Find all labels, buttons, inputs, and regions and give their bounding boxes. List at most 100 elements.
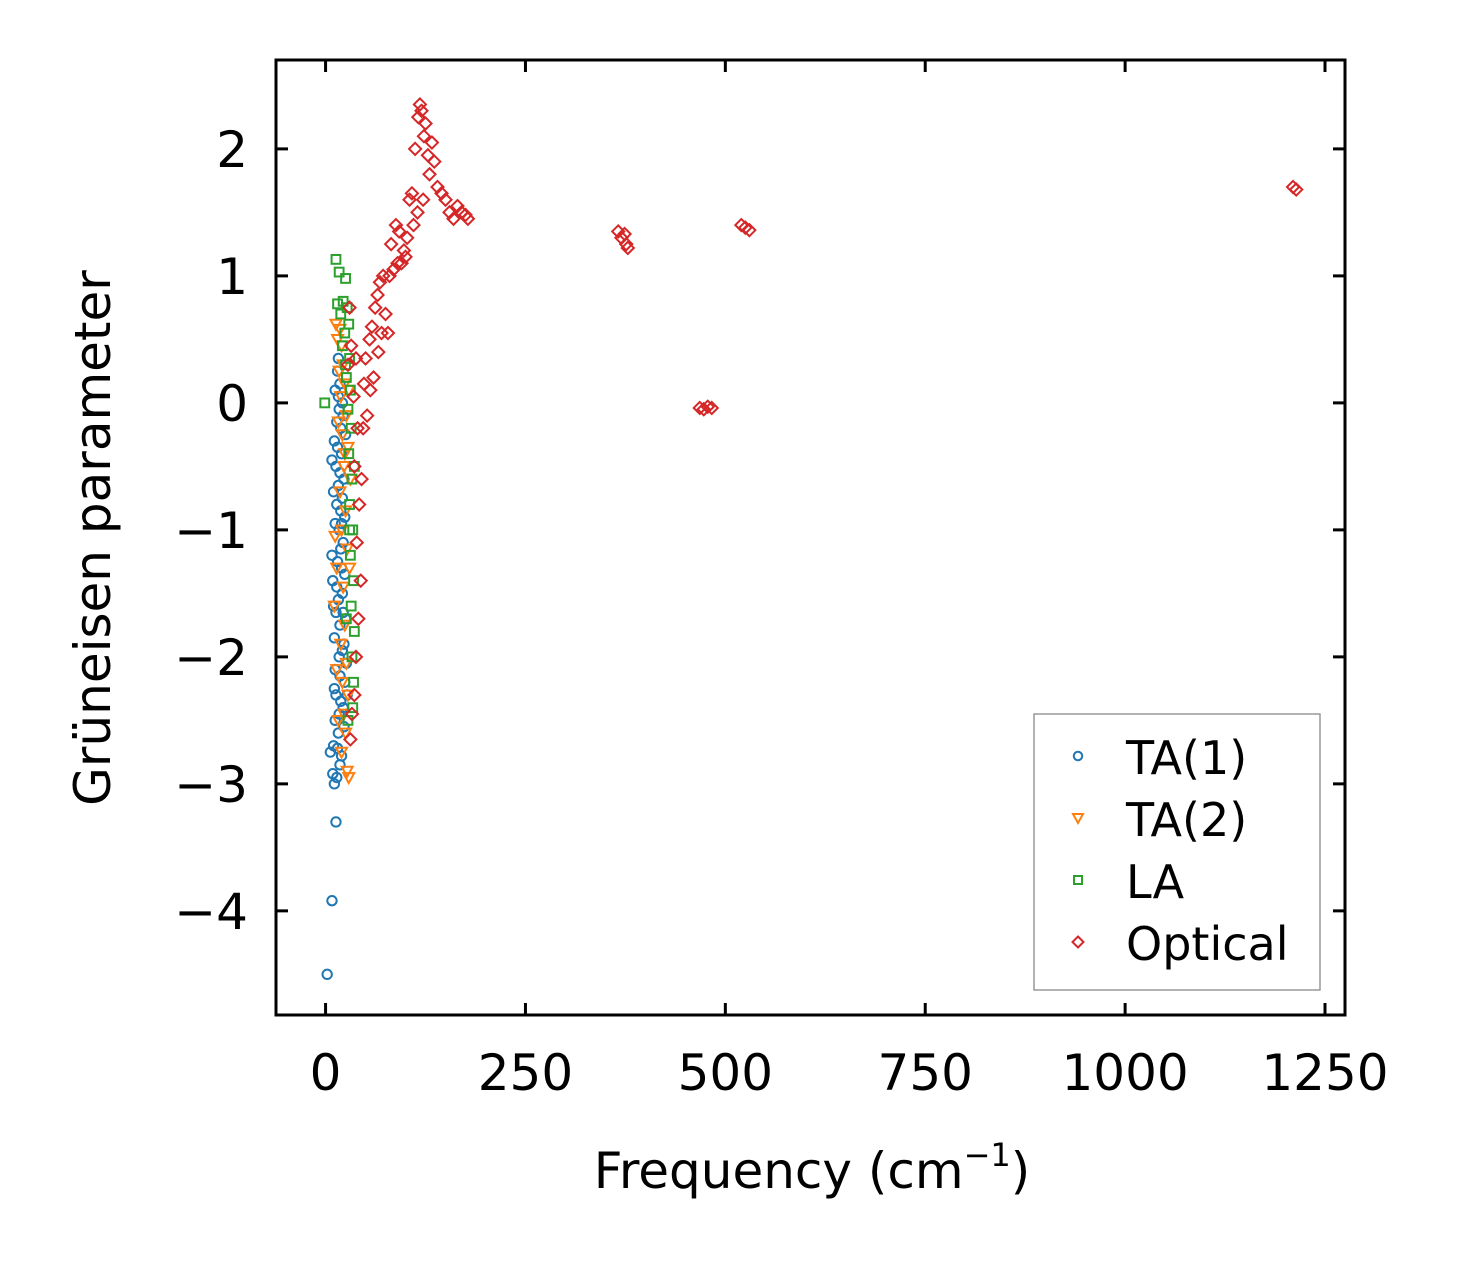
data-point [422, 166, 437, 182]
data-point [355, 420, 371, 436]
data-point [326, 895, 338, 907]
data-point [382, 268, 398, 284]
data-points [319, 96, 1304, 981]
data-point [331, 498, 343, 511]
data-point [343, 448, 355, 460]
data-point [340, 273, 351, 284]
data-point [340, 372, 352, 383]
data-point [733, 217, 749, 233]
data-point [362, 382, 378, 398]
data-point [380, 325, 396, 341]
data-point [337, 378, 352, 392]
data-point [346, 651, 358, 663]
legend-marker [1071, 813, 1085, 826]
data-point [340, 689, 356, 703]
y-tick-label: 2 [216, 121, 248, 179]
data-point [349, 535, 365, 551]
data-point [442, 204, 457, 220]
data-point [426, 154, 442, 170]
data-point [364, 319, 380, 335]
data-point [446, 211, 461, 227]
data-point [331, 416, 346, 430]
data-point [328, 778, 341, 790]
data-point [344, 706, 360, 722]
data-point [438, 192, 453, 208]
data-point [344, 549, 356, 561]
data-point [338, 727, 353, 741]
data-point [346, 389, 362, 405]
data-point [329, 517, 341, 530]
x-tick-label: 0 [310, 1044, 342, 1102]
x-axis-label-superscript: −1 [964, 1136, 1011, 1174]
y-tick-label: −2 [174, 629, 248, 687]
data-point [336, 460, 352, 474]
data-point [370, 287, 386, 303]
data-point [342, 731, 358, 747]
data-point [618, 236, 634, 252]
data-point [319, 397, 331, 409]
data-point [330, 816, 342, 828]
data-point [410, 204, 425, 220]
data-point [348, 626, 360, 637]
data-point [374, 325, 390, 341]
data-point [390, 255, 405, 271]
data-point [333, 266, 345, 278]
x-tick-label: 1000 [1061, 1044, 1188, 1102]
data-point [406, 217, 421, 233]
data-point [339, 410, 354, 424]
data-point [700, 399, 716, 415]
y-axis-ticks: −4 −3 −2 −1 0 1 2 [174, 121, 1345, 941]
data-point [388, 217, 404, 233]
data-point [321, 968, 333, 981]
data-point [335, 750, 348, 762]
data-point [347, 702, 359, 714]
data-point [396, 243, 412, 258]
data-point [366, 370, 382, 385]
data-point [329, 562, 344, 576]
data-point [337, 619, 352, 633]
data-point [354, 471, 370, 487]
data-point [414, 103, 429, 119]
data-point [346, 687, 362, 703]
data-point [336, 587, 349, 600]
data-point [359, 408, 375, 424]
data-point [337, 606, 349, 619]
data-point [341, 772, 356, 786]
data-point [386, 262, 401, 278]
data-point [332, 323, 348, 337]
data-point [416, 128, 432, 144]
y-tick-label: 1 [216, 248, 248, 306]
data-point [329, 664, 344, 678]
data-point [331, 771, 343, 784]
data-point [328, 632, 341, 644]
data-point [348, 649, 364, 665]
data-point [460, 211, 476, 227]
data-point [333, 391, 348, 405]
legend-marker [1071, 935, 1085, 949]
data-point [340, 613, 352, 625]
data-point [335, 429, 350, 443]
data-point [418, 116, 433, 131]
data-point [335, 308, 347, 320]
x-axis-label: Frequency (cm−1) [594, 1136, 1031, 1200]
legend-marker [1072, 750, 1084, 762]
data-point [339, 543, 355, 557]
data-point [339, 765, 355, 779]
data-point [348, 676, 359, 688]
data-point [336, 340, 348, 352]
data-point [342, 300, 358, 316]
data-point [342, 403, 354, 415]
data-point [1288, 182, 1304, 197]
y-tick-label: 0 [216, 375, 248, 433]
data-point [375, 268, 391, 284]
data-point [339, 327, 351, 339]
data-point [346, 458, 362, 474]
y-tick-label: −4 [174, 883, 248, 941]
data-point [407, 141, 423, 157]
data-point [348, 460, 360, 472]
series-la [319, 253, 360, 726]
data-point [350, 611, 366, 627]
series-optical [340, 96, 1304, 747]
data-point [345, 422, 357, 434]
data-point [394, 255, 409, 271]
